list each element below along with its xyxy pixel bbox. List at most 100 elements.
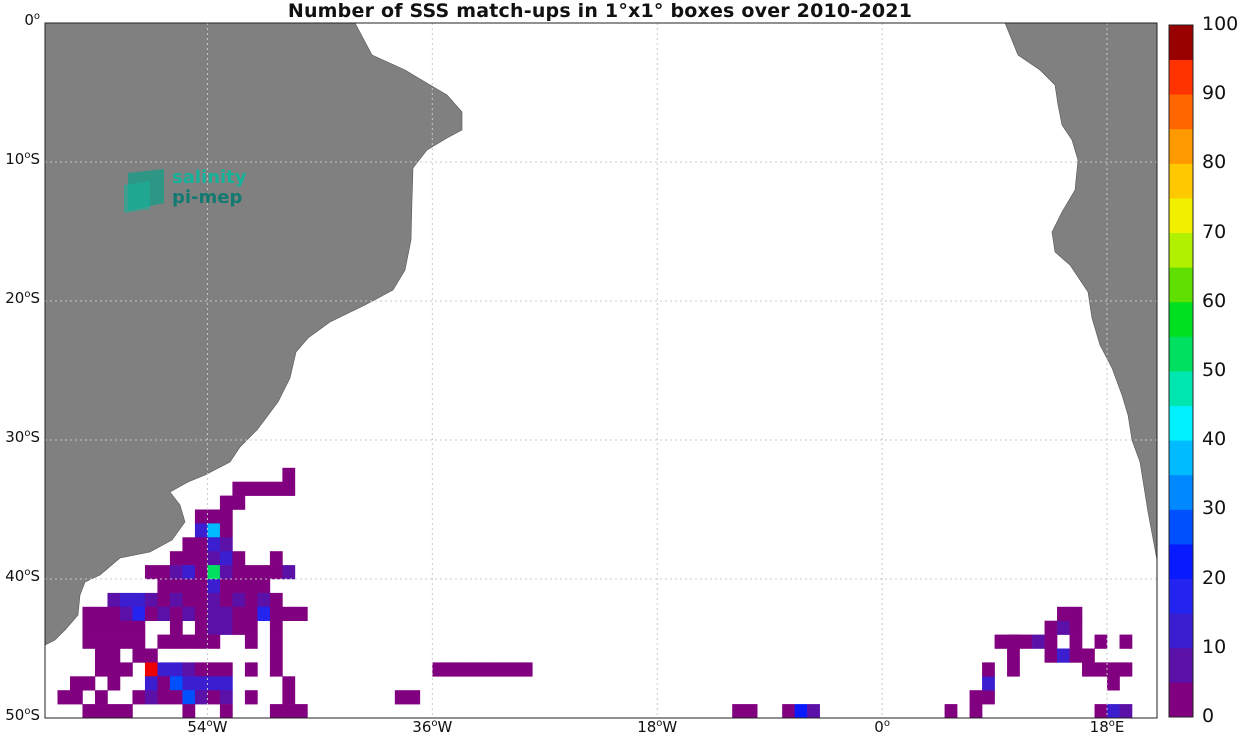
heatmap-cell (232, 579, 246, 594)
heatmap-cell (169, 551, 183, 566)
colorbar-tick-label: 10 (1202, 635, 1227, 658)
lon-tick-label: 36oW (412, 718, 453, 736)
heatmap-cell (1107, 676, 1120, 691)
heatmap-cell (744, 704, 758, 718)
heatmap-cell (169, 620, 183, 635)
colorbar-step (1169, 198, 1193, 233)
colorbar-tick-label: 20 (1202, 566, 1227, 589)
lon-tick-label: 18oE (1089, 718, 1125, 736)
heatmap-cell (257, 592, 271, 608)
africa-land (1004, 23, 1157, 561)
heatmap-cell (119, 620, 133, 635)
heatmap-cell (194, 620, 208, 635)
lat-tick-label: 20oS (5, 289, 40, 307)
heatmap-cell (232, 495, 246, 510)
heatmap-cell (144, 565, 158, 580)
heatmap-cell (269, 620, 283, 635)
heatmap-cell (82, 634, 96, 649)
heatmap-cell (207, 579, 221, 594)
heatmap-cell (219, 606, 233, 621)
colorbar-tick-label: 70 (1202, 220, 1227, 243)
heatmap-cell (1107, 662, 1120, 677)
heatmap-cell (1094, 634, 1108, 649)
heatmap-cell (269, 592, 283, 608)
heatmap-cell (482, 662, 496, 677)
heatmap-cell (219, 495, 233, 510)
heatmap-cell (1082, 662, 1095, 677)
heatmap-cell (207, 634, 221, 649)
heatmap-cell (182, 565, 196, 580)
heatmap-cell (194, 606, 208, 621)
heatmap-cell (157, 634, 171, 649)
heatmap-cell (219, 565, 233, 580)
heatmap-cell (207, 690, 221, 705)
heatmap-cell (82, 676, 96, 691)
heatmap-cell (182, 606, 196, 621)
heatmap-cell (994, 634, 1008, 649)
lat-tick-label: 0o (24, 11, 40, 29)
colorbar-tick-label: 0 (1202, 705, 1215, 727)
heatmap-cell (219, 592, 233, 608)
heatmap-cell (282, 704, 296, 718)
heatmap-cell (207, 565, 221, 580)
salinity-pi-mep-logo: salinity pi-mep (120, 165, 260, 215)
heatmap-cell (207, 551, 221, 566)
heatmap-cell (269, 481, 283, 496)
colorbar-step (1169, 232, 1193, 268)
heatmap-cell (132, 592, 146, 608)
heatmap-cell (219, 551, 233, 566)
heatmap-cell (282, 565, 296, 580)
heatmap-cell (1044, 620, 1058, 635)
colorbar-tick-label: 80 (1202, 151, 1227, 174)
colorbar-tick-label: 30 (1202, 497, 1227, 520)
heatmap-cell (194, 551, 208, 566)
heatmap-cell (1069, 648, 1083, 663)
heatmap-cell (132, 634, 146, 649)
lat-tick-label: 50oS (5, 706, 40, 724)
heatmap-cell (232, 551, 246, 566)
logo-line2: pi-mep (172, 187, 243, 208)
heatmap-cell (207, 537, 221, 552)
heatmap-cell (194, 690, 208, 705)
colorbar-step (1169, 578, 1193, 614)
heatmap-cell (94, 648, 108, 663)
heatmap-cell (244, 634, 258, 649)
heatmap-cell (157, 606, 171, 621)
heatmap-cell (119, 704, 133, 718)
heatmap-cell (182, 537, 196, 552)
heatmap-cell (219, 676, 233, 691)
lat-tick-label: 30oS (5, 428, 40, 446)
heatmap-cell (219, 690, 233, 705)
heatmap-cell (269, 648, 283, 663)
colorbar-step (1169, 405, 1193, 441)
heatmap-cell (244, 606, 258, 621)
heatmap-cell (257, 606, 271, 621)
heatmap-cell (107, 662, 121, 677)
heatmap-cell (269, 606, 283, 621)
heatmap-cell (232, 620, 246, 635)
colorbar-step (1169, 613, 1193, 649)
heatmap-cell (282, 606, 296, 621)
heatmap-cell (394, 690, 408, 705)
heatmap-cell (269, 704, 283, 718)
heatmap-cell (207, 676, 221, 691)
heatmap-cell (1007, 634, 1020, 649)
heatmap-cell (1057, 648, 1070, 663)
lon-tick-label: 18oW (637, 718, 678, 736)
colorbar-step (1169, 59, 1193, 95)
heatmap-cell (244, 690, 258, 705)
colorbar-step (1169, 267, 1193, 303)
heatmap-cell (1094, 704, 1108, 718)
heatmap-cell (107, 648, 121, 663)
heatmap-cell (107, 704, 121, 718)
heatmap-cell (194, 676, 208, 691)
heatmap-cell (157, 690, 171, 705)
heatmap-cell (219, 704, 233, 718)
heatmap-cell (469, 662, 483, 677)
colorbar-step (1169, 336, 1193, 372)
heatmap-cell (132, 620, 146, 635)
heatmap-cell (1119, 634, 1133, 649)
colorbar-step (1169, 509, 1193, 545)
heatmap-cell (1057, 620, 1070, 635)
